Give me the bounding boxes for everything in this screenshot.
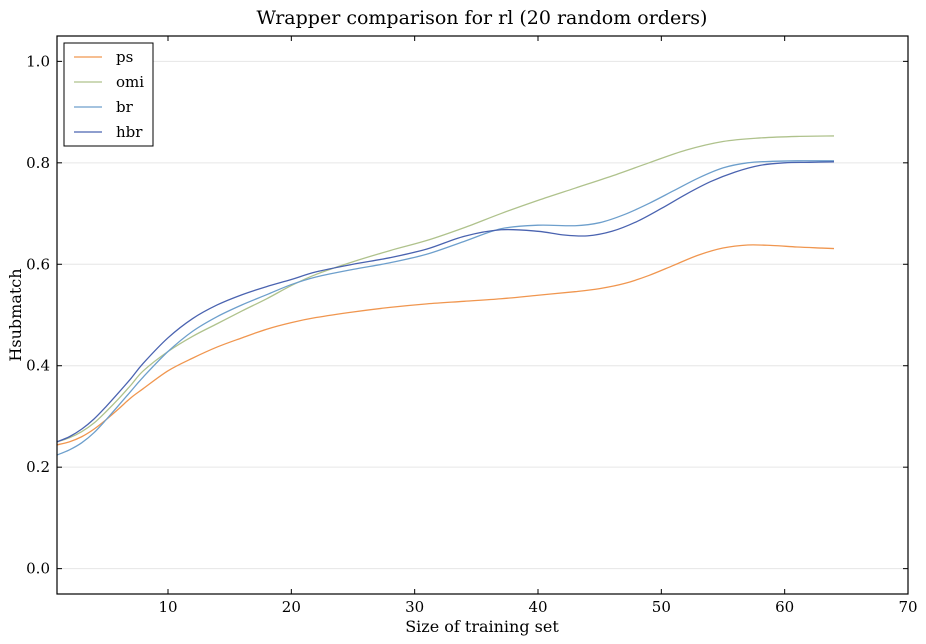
plot-frame bbox=[56, 35, 909, 595]
legend-label-br: br bbox=[116, 98, 134, 116]
legend-box bbox=[63, 42, 154, 147]
x-tick-label: 30 bbox=[405, 598, 424, 616]
x-tick-label: 40 bbox=[528, 598, 547, 616]
chart-title: Wrapper comparison for rl (20 random ord… bbox=[257, 7, 708, 29]
x-tick-label: 60 bbox=[775, 598, 794, 616]
x-tick-label: 50 bbox=[652, 598, 671, 616]
legend: ps omi br hbr bbox=[63, 42, 154, 147]
series-line-br bbox=[56, 160, 834, 456]
legend-label-hbr: hbr bbox=[116, 123, 143, 141]
y-tick-label: 0.8 bbox=[26, 154, 50, 172]
x-tick-label: 20 bbox=[282, 598, 301, 616]
series-line-omi bbox=[56, 135, 835, 443]
axes bbox=[56, 35, 909, 595]
y-tick-label: 0.0 bbox=[26, 560, 50, 578]
legend-label-omi: omi bbox=[116, 73, 144, 91]
series-line-ps bbox=[56, 244, 835, 446]
series-lines bbox=[56, 135, 835, 456]
y-tick-label: 1.0 bbox=[26, 52, 50, 70]
x-tick-label: 70 bbox=[898, 598, 917, 616]
x-axis-label: Size of training set bbox=[405, 617, 559, 636]
y-axis-label: Hsubmatch bbox=[6, 268, 25, 361]
x-tick-label: 10 bbox=[158, 598, 177, 616]
y-tick-label: 0.2 bbox=[26, 458, 50, 476]
ticks: 10 20 30 40 50 60 70 0.0 0.2 0.4 0.6 0.8 1.0 bbox=[26, 36, 918, 616]
series-line-hbr bbox=[56, 161, 835, 443]
legend-label-ps: ps bbox=[116, 48, 133, 66]
y-tick-label: 0.6 bbox=[26, 255, 50, 273]
grid-lines bbox=[57, 60, 908, 570]
y-tick-label: 0.4 bbox=[26, 357, 50, 375]
